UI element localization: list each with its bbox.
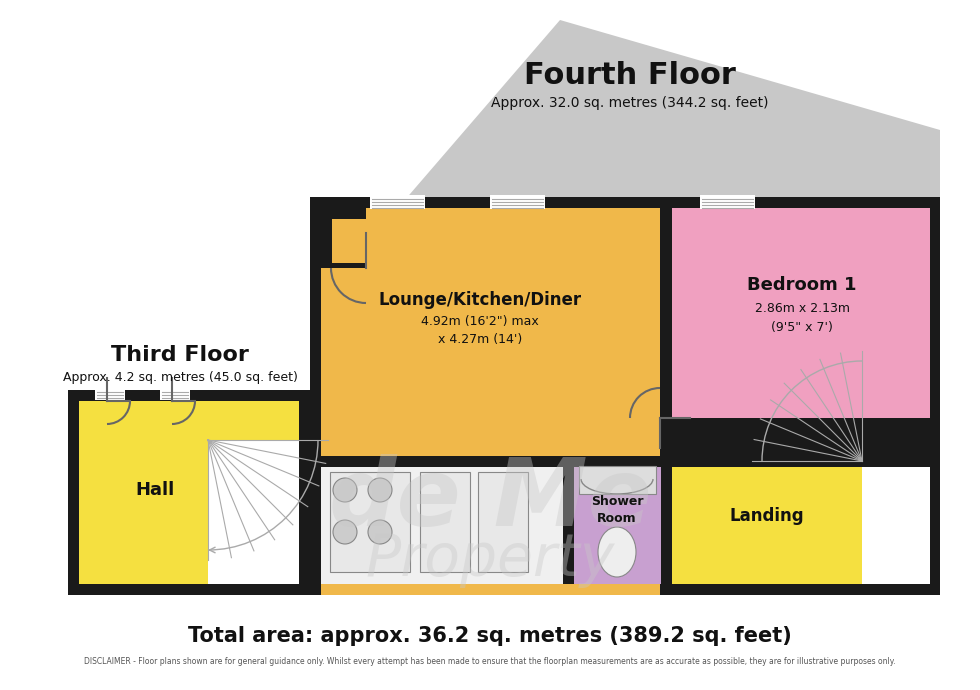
Bar [310, 197, 940, 595]
Bar [660, 208, 672, 418]
Text: Third Floor: Third Floor [111, 345, 249, 365]
Bar [660, 418, 672, 461]
Text: Landing: Landing [730, 507, 805, 525]
Bar [95, 388, 125, 400]
Circle shape [333, 520, 357, 544]
Text: 2.86m x 2.13m
(9'5" x 7'): 2.86m x 2.13m (9'5" x 7') [755, 302, 850, 333]
Bar [321, 461, 574, 584]
Bar [370, 195, 425, 209]
Bar [208, 440, 299, 584]
Bar [672, 461, 862, 584]
Text: Shower
Room: Shower Room [591, 495, 643, 525]
Text: Total area: approx. 36.2 sq. metres (389.2 sq. feet): Total area: approx. 36.2 sq. metres (389… [188, 626, 792, 646]
Text: Lounge/Kitchen/Diner: Lounge/Kitchen/Diner [378, 291, 581, 309]
Bar [420, 472, 470, 572]
Bar [862, 461, 930, 584]
Bar [563, 461, 574, 584]
Ellipse shape [598, 527, 636, 577]
Bar [574, 461, 661, 584]
Polygon shape [310, 20, 940, 595]
Text: 4.92m (16'2") max
x 4.27m (14'): 4.92m (16'2") max x 4.27m (14') [421, 315, 539, 346]
Text: Approx. 4.2 sq. metres (45.0 sq. feet): Approx. 4.2 sq. metres (45.0 sq. feet) [63, 371, 298, 384]
Text: de Me: de Me [328, 454, 652, 546]
Bar [332, 219, 366, 263]
Text: Approx. 32.0 sq. metres (344.2 sq. feet): Approx. 32.0 sq. metres (344.2 sq. feet) [491, 96, 768, 110]
Circle shape [368, 520, 392, 544]
Bar [672, 208, 930, 418]
Text: Fourth Floor: Fourth Floor [524, 61, 736, 90]
Bar [579, 466, 656, 494]
Bar [661, 461, 672, 584]
Circle shape [368, 478, 392, 502]
Bar [79, 401, 299, 584]
Text: DISCLAIMER - Floor plans shown are for general guidance only. Whilst every attem: DISCLAIMER - Floor plans shown are for g… [84, 658, 896, 667]
Bar [478, 472, 528, 572]
Text: Bedroom 1: Bedroom 1 [748, 276, 857, 294]
Bar [160, 388, 190, 400]
Text: Hall: Hall [135, 481, 174, 499]
Bar [68, 390, 310, 595]
Text: Property: Property [366, 531, 614, 589]
Bar [490, 195, 545, 209]
Bar [321, 456, 940, 467]
Bar [321, 208, 660, 595]
Bar [330, 472, 410, 572]
Bar [700, 195, 755, 209]
Bar [321, 208, 366, 268]
Circle shape [333, 478, 357, 502]
